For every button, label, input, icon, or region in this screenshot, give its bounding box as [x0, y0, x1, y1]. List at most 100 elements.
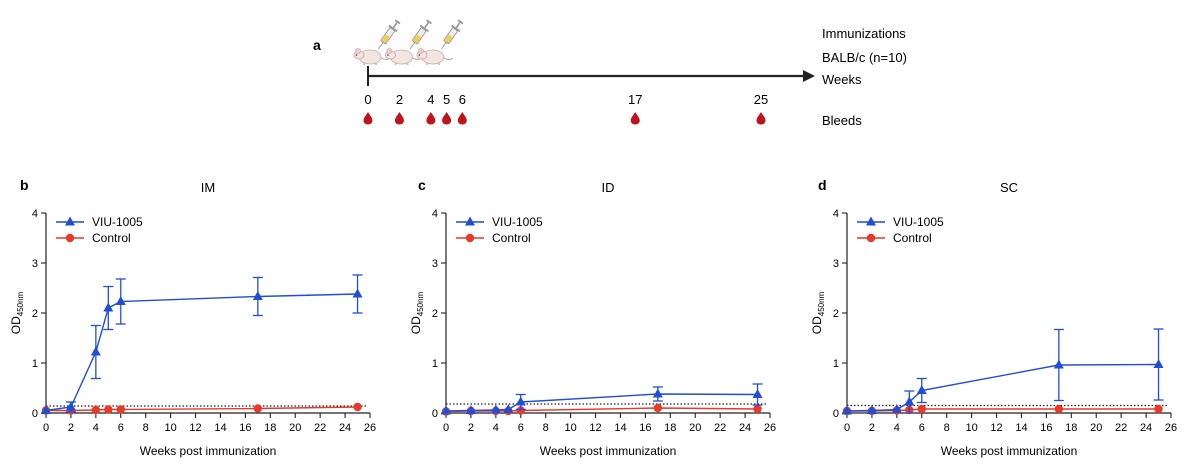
x-tick-label: 8: [543, 422, 549, 434]
y-tick-label: 2: [32, 308, 38, 320]
data-point-triangle: [916, 385, 927, 394]
y-tick-label: 3: [432, 258, 438, 270]
legend-label: Control: [492, 231, 531, 245]
x-tick-label: 10: [164, 422, 176, 434]
y-tick-label: 1: [432, 358, 438, 370]
mouse-icon: [384, 47, 422, 66]
data-point-circle: [516, 406, 525, 415]
panel-label: c: [418, 177, 426, 193]
data-point-circle: [104, 405, 113, 414]
x-tick-label: 0: [844, 422, 850, 434]
timepoint-label: 4: [427, 92, 434, 107]
x-tick-label: 16: [1040, 422, 1052, 434]
x-tick-label: 18: [1065, 422, 1077, 434]
panel-label: b: [20, 177, 29, 193]
immunization-schedule: a 0 2 4 5 6 17 25 Immunizations BALB/c (n=10) …: [313, 17, 907, 128]
x-tick-label: 16: [239, 422, 251, 434]
legend-marker-circle: [866, 233, 876, 243]
data-point-triangle: [41, 405, 51, 414]
chart-legend: VIU-1005 Control: [456, 215, 543, 245]
data-point-triangle: [904, 396, 915, 406]
bleed-drops: [363, 112, 766, 125]
timepoint-label: 17: [628, 92, 642, 107]
data-point-triangle: [842, 405, 852, 415]
legend-label: Control: [893, 231, 932, 245]
chart-legend: VIU-1005 Control: [857, 215, 944, 245]
y-tick-label: 0: [833, 408, 839, 420]
y-tick-label: 4: [432, 208, 438, 220]
legend-label: Control: [92, 231, 131, 245]
x-tick-label: 12: [589, 422, 601, 434]
x-tick-label: 4: [493, 422, 499, 434]
x-tick-label: 24: [739, 422, 751, 434]
series-line: [846, 363, 1159, 412]
blood-drop-icon: [363, 112, 373, 125]
legend-marker-circle: [465, 233, 475, 243]
data-point-triangle: [752, 389, 763, 398]
x-tick-label: 2: [869, 422, 875, 434]
x-axis-label: Weeks post immunization: [941, 444, 1078, 458]
legend-item: VIU-1005: [857, 215, 944, 229]
x-tick-label: 24: [339, 422, 351, 434]
data-point-triangle: [441, 405, 451, 415]
data-point-circle: [116, 405, 125, 414]
x-tick-label: 18: [664, 422, 676, 434]
x-tick-label: 6: [118, 422, 124, 434]
strain-label: BALB/c (n=10): [822, 50, 907, 65]
y-tick-label: 4: [32, 208, 38, 220]
data-point-triangle: [465, 405, 476, 414]
syringe-icon: [436, 17, 466, 53]
blood-drop-icon: [756, 112, 766, 125]
series-viu-1005: [441, 383, 763, 415]
y-tick-label: 1: [32, 358, 38, 370]
legend-item: VIU-1005: [56, 215, 143, 229]
x-tick-label: 8: [944, 422, 950, 434]
data-point-triangle: [490, 404, 501, 414]
data-point-triangle: [352, 288, 363, 298]
x-tick-label: 0: [443, 422, 449, 434]
data-point-triangle: [652, 388, 663, 398]
timepoint-labels: 0 2 4 5 6 17 25: [364, 92, 768, 107]
series-viu-1005: [842, 328, 1164, 415]
x-tick-label: 2: [468, 422, 474, 434]
data-point-triangle: [866, 405, 877, 414]
x-tick-label: 12: [189, 422, 201, 434]
y-tick-label: 0: [32, 408, 38, 420]
x-tick-label: 22: [1115, 422, 1127, 434]
data-point-circle: [1054, 404, 1064, 414]
syringe-icon: [405, 17, 435, 53]
legend-item: Control: [456, 231, 531, 245]
panel-label: d: [818, 177, 827, 193]
data-point-circle: [1154, 404, 1163, 414]
y-tick-label: 3: [32, 258, 38, 270]
y-tick-label: 3: [833, 258, 839, 270]
legend-item: VIU-1005: [456, 215, 543, 229]
y-axis-label: OD450nm: [9, 291, 25, 334]
y-tick-label: 0: [432, 408, 438, 420]
blood-drop-icon: [426, 112, 436, 125]
legend-marker-triangle: [65, 216, 75, 226]
data-point-circle: [653, 403, 663, 413]
x-tick-label: 4: [93, 422, 99, 434]
x-tick-label: 0: [43, 422, 49, 434]
x-tick-label: 10: [564, 422, 576, 434]
chart-title: SC: [1000, 180, 1018, 195]
y-axis-label-main: OD: [9, 316, 23, 334]
x-tick-label: 20: [1090, 422, 1102, 434]
legend-label: VIU-1005: [893, 215, 944, 229]
blood-drop-icon: [394, 112, 404, 125]
x-tick-label: 12: [990, 422, 1002, 434]
x-tick-label: 24: [1140, 422, 1152, 434]
mouse-illustrations: [353, 17, 466, 66]
data-point-circle: [353, 402, 362, 412]
weeks-label: Weeks: [822, 72, 862, 87]
y-tick-label: 2: [833, 308, 839, 320]
x-axis-label: Weeks post immunization: [540, 444, 677, 458]
x-tick-label: 14: [214, 422, 226, 434]
y-axis-label-main: OD: [810, 316, 824, 334]
x-tick-label: 20: [689, 422, 701, 434]
